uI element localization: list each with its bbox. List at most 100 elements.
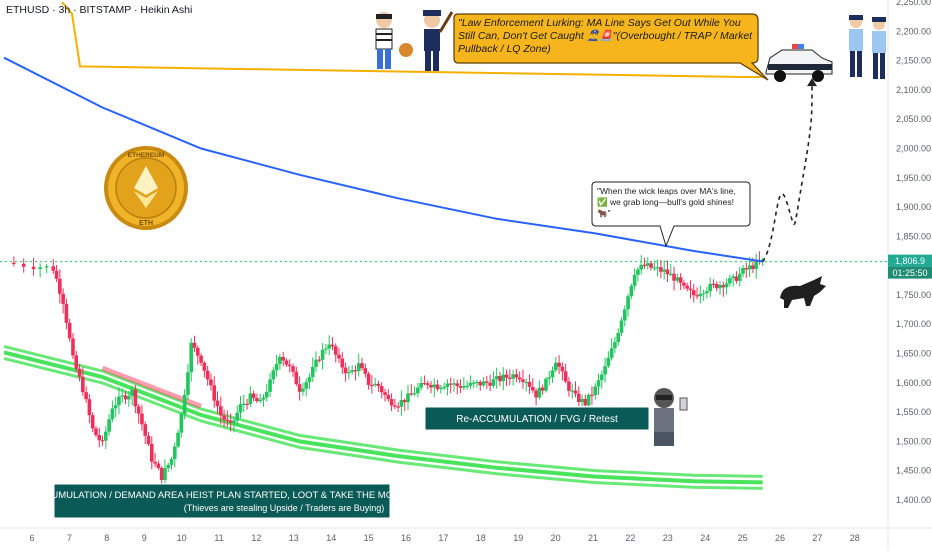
candle-body bbox=[100, 440, 105, 442]
candle-body bbox=[44, 266, 49, 268]
last-price-value: 1,806.9 bbox=[895, 256, 925, 266]
candle-body bbox=[104, 431, 108, 441]
candle-body bbox=[317, 359, 322, 361]
candle-body bbox=[741, 268, 745, 274]
candle-body bbox=[728, 278, 732, 284]
candle-body bbox=[84, 392, 88, 400]
candle-body bbox=[668, 273, 673, 275]
candle-body bbox=[330, 344, 335, 347]
candle-body bbox=[287, 364, 292, 367]
candle-body bbox=[81, 376, 85, 393]
candle-body bbox=[691, 290, 696, 296]
candle-body bbox=[708, 283, 712, 292]
countdown-value: 01:25:50 bbox=[892, 268, 927, 278]
candle-body bbox=[494, 376, 499, 380]
candle-body bbox=[419, 383, 423, 388]
reaccumulation-zone-box bbox=[424, 406, 650, 431]
police-car-illustration bbox=[765, 44, 833, 82]
candle-body bbox=[297, 384, 302, 392]
price-tick-label: 2,250.00 bbox=[896, 0, 931, 7]
candle-body bbox=[675, 277, 680, 281]
candle-body bbox=[228, 420, 233, 423]
candle-body bbox=[136, 406, 141, 414]
bull-icon bbox=[780, 276, 826, 308]
candle-body bbox=[294, 371, 299, 385]
candle-body bbox=[255, 397, 259, 402]
candle-body bbox=[576, 393, 581, 403]
candle-body bbox=[54, 270, 59, 279]
candle-body bbox=[127, 395, 131, 400]
price-axis[interactable]: 2,250.00 2,200.00 2,150.00 2,100.00 2,050.00… bbox=[896, 0, 931, 505]
date-tick-label: 14 bbox=[326, 533, 336, 543]
candle-body bbox=[376, 383, 381, 387]
candle-body bbox=[425, 383, 430, 385]
candle-body bbox=[596, 380, 601, 387]
candle-body bbox=[182, 394, 187, 415]
candle-body bbox=[412, 393, 417, 395]
candle-body bbox=[268, 379, 272, 392]
price-tick-label: 1,550.00 bbox=[896, 407, 931, 417]
wick-speech-bubble bbox=[591, 181, 751, 248]
candle-body bbox=[172, 446, 177, 460]
time-axis[interactable]: 6 7 8 9 10 11 12 13 14 15 16 17 18 19 20 21 22 23 24 25 26 27… bbox=[29, 533, 859, 543]
candle-body bbox=[153, 461, 157, 464]
price-tick-label: 1,900.00 bbox=[896, 202, 931, 212]
candle-body bbox=[130, 389, 134, 396]
candle-body bbox=[429, 384, 433, 388]
candle-body bbox=[593, 386, 598, 396]
candle-body bbox=[301, 388, 305, 392]
candle-body bbox=[471, 382, 476, 384]
date-tick-label: 9 bbox=[142, 533, 147, 543]
candle-body bbox=[688, 288, 693, 291]
candle-body bbox=[205, 370, 210, 380]
candle-body bbox=[705, 291, 709, 294]
candle-body bbox=[724, 283, 729, 288]
candle-body bbox=[682, 282, 686, 286]
candle-body bbox=[77, 368, 82, 377]
candle-body bbox=[734, 276, 739, 281]
candle-body bbox=[498, 376, 502, 382]
candle-body bbox=[488, 382, 492, 386]
candle-body bbox=[156, 463, 161, 468]
price-tick-label: 2,200.00 bbox=[896, 26, 931, 36]
accumulation-zone-sublabel: (Thieves are stealing Upside / Traders a… bbox=[184, 503, 385, 513]
candle-body bbox=[626, 296, 630, 310]
candle-body bbox=[143, 424, 148, 436]
candle-body bbox=[422, 383, 427, 385]
candle-body bbox=[570, 390, 575, 392]
candle-body bbox=[21, 263, 26, 267]
candle-body bbox=[189, 342, 194, 373]
candle-body bbox=[544, 378, 548, 391]
candle-body bbox=[737, 273, 742, 281]
candle-body bbox=[373, 383, 377, 386]
candle-body bbox=[159, 467, 164, 480]
candle-body bbox=[12, 262, 16, 264]
candle-body bbox=[714, 283, 719, 289]
candle-body bbox=[94, 428, 98, 435]
candle-body bbox=[186, 372, 190, 395]
policeman-chasing-illustration bbox=[423, 10, 454, 71]
ma-line bbox=[3, 56, 763, 263]
candle-body bbox=[478, 381, 483, 386]
ethereum-diamond-icon bbox=[134, 166, 158, 195]
candle-body bbox=[531, 386, 535, 391]
candle-body bbox=[356, 363, 361, 372]
candle-body bbox=[278, 356, 282, 364]
candle-body bbox=[573, 390, 578, 394]
candle-body bbox=[606, 357, 611, 367]
candle-body bbox=[645, 263, 650, 266]
date-tick-label: 21 bbox=[588, 533, 598, 543]
candle-body bbox=[751, 265, 755, 269]
candle-body bbox=[402, 399, 407, 403]
candle-body bbox=[202, 362, 207, 371]
date-tick-label: 17 bbox=[438, 533, 448, 543]
candle-body bbox=[340, 358, 345, 368]
candle-body bbox=[117, 396, 121, 406]
candle-body bbox=[580, 398, 584, 403]
candle-body bbox=[540, 387, 545, 391]
law-enforcement-callout bbox=[453, 13, 769, 81]
candle-body bbox=[284, 360, 289, 365]
